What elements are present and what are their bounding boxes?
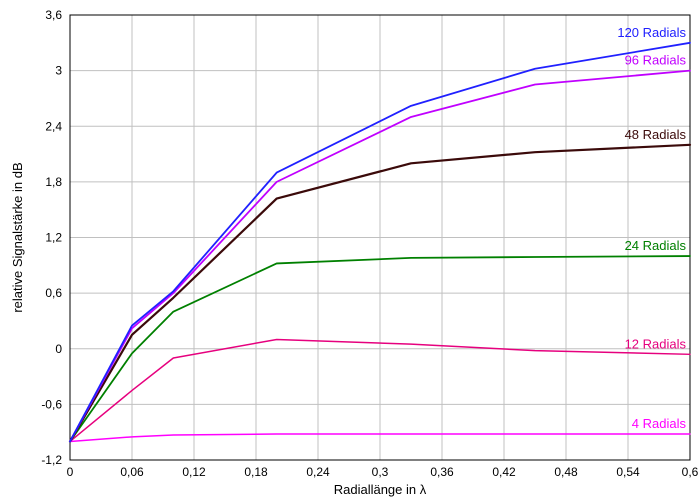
chart-bg xyxy=(0,0,700,500)
signal-strength-chart: 0 0,06 0,12 0,18 0,24 0,3 0,36 0,42 0,48 0,54 0,6 -… xyxy=(0,0,700,500)
y-tick-label: 1,2 xyxy=(45,231,62,245)
x-tick-label: 0,36 xyxy=(430,465,454,479)
series-label: 120 Radials xyxy=(617,25,686,40)
y-tick-label: 3,6 xyxy=(45,8,62,22)
y-tick-label: -0,6 xyxy=(41,397,62,411)
x-tick-label: 0,42 xyxy=(492,465,516,479)
y-tick-label: 2,4 xyxy=(45,119,62,133)
x-tick-label: 0,18 xyxy=(244,465,268,479)
x-tick-label: 0,48 xyxy=(554,465,578,479)
series-label: 96 Radials xyxy=(625,53,687,68)
x-tick-label: 0,12 xyxy=(182,465,206,479)
series-label: 12 Radials xyxy=(625,336,687,351)
y-tick-label: 0 xyxy=(55,342,62,356)
x-axis-title: Radiallänge in λ xyxy=(334,482,427,497)
series-label: 4 Radials xyxy=(632,416,687,431)
y-tick-label: 0,6 xyxy=(45,286,62,300)
x-tick-label: 0,54 xyxy=(616,465,640,479)
y-tick-label: 1,8 xyxy=(45,175,62,189)
series-label: 24 Radials xyxy=(625,238,687,253)
x-tick-label: 0,24 xyxy=(306,465,330,479)
x-tick-label: 0,3 xyxy=(372,465,389,479)
y-axis-title: relative Signalstärke in dB xyxy=(10,162,25,312)
x-tick-label: 0,6 xyxy=(682,465,699,479)
x-tick-label: 0 xyxy=(67,465,74,479)
y-tick-label: 3 xyxy=(55,64,62,78)
y-tick-label: -1,2 xyxy=(41,453,62,467)
series-label: 48 Radials xyxy=(625,127,687,142)
x-tick-label: 0,06 xyxy=(120,465,144,479)
